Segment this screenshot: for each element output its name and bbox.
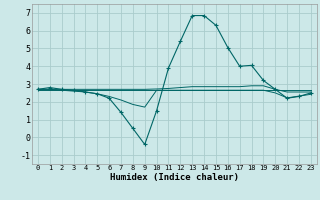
- X-axis label: Humidex (Indice chaleur): Humidex (Indice chaleur): [110, 173, 239, 182]
